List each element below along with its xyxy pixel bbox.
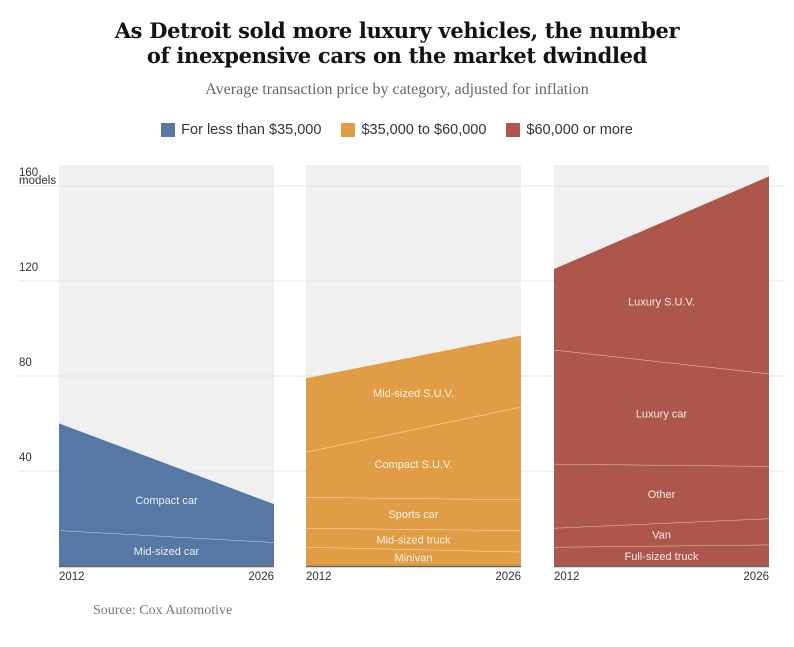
area-luxury-car bbox=[554, 349, 769, 467]
area-sports-car bbox=[306, 497, 521, 531]
chart-title-line-2: of inexpensive cars on the market dwindl… bbox=[146, 43, 648, 68]
area-other bbox=[554, 463, 769, 528]
chart-subtitle: Average transaction price by category, a… bbox=[205, 81, 589, 98]
legend-item-high: $60,000 or more bbox=[506, 122, 633, 138]
x-tick-label-start-panel-1: 2012 bbox=[59, 571, 85, 583]
x-tick-label-start-panel-3: 2012 bbox=[554, 571, 580, 583]
chart-title: As Detroit sold more luxury vehicles, th… bbox=[0, 18, 794, 68]
area-label-mid-sized-car: Mid-sized car bbox=[134, 546, 200, 558]
x-tick-label-end-panel-3: 2026 bbox=[743, 571, 769, 583]
legend-item-low: For less than $35,000 bbox=[161, 122, 321, 138]
area-mid-sized-truck bbox=[306, 528, 521, 552]
x-tick-label-end-panel-1: 2026 bbox=[248, 571, 274, 583]
area-full-sized-truck bbox=[554, 544, 769, 566]
area-label-sports-car: Sports car bbox=[388, 509, 438, 521]
legend-label-low: For less than $35,000 bbox=[181, 122, 322, 138]
legend-swatch-low bbox=[161, 123, 176, 137]
area-label-compact-s-u-v: Compact S.U.V. bbox=[375, 459, 453, 471]
area-label-other: Other bbox=[648, 489, 676, 501]
y-tick-label-120: 120 bbox=[19, 262, 38, 274]
legend-item-mid: $35,000 to $60,000 bbox=[341, 122, 486, 138]
area-label-luxury-car: Luxury car bbox=[636, 408, 688, 420]
area-label-mid-sized-truck: Mid-sized truck bbox=[377, 534, 451, 546]
y-unit-label: models bbox=[19, 175, 56, 187]
area-compact-s-u-v bbox=[306, 406, 521, 500]
chart-title-line-1: As Detroit sold more luxury vehicles, th… bbox=[114, 18, 680, 43]
legend-swatch-mid bbox=[341, 123, 356, 137]
legend-swatch-high bbox=[506, 123, 521, 137]
legend: For less than $35,000 $35,000 to $60,000… bbox=[0, 122, 794, 138]
area-label-van: Van bbox=[652, 530, 671, 542]
y-tick-label-80: 80 bbox=[19, 357, 32, 369]
area-label-minivan: Minivan bbox=[395, 553, 433, 565]
legend-label-high: $60,000 or more bbox=[526, 122, 633, 138]
x-tick-label-end-panel-2: 2026 bbox=[495, 571, 521, 583]
area-luxury-s-u-v bbox=[554, 176, 769, 374]
area-label-compact-car: Compact car bbox=[135, 495, 198, 507]
area-label-mid-sized-s-u-v: Mid-sized S.U.V. bbox=[373, 388, 454, 400]
source-note: Source: Cox Automotive bbox=[93, 603, 233, 618]
area-label-luxury-s-u-v: Luxury S.U.V. bbox=[628, 296, 695, 308]
y-tick-label-160: 160 bbox=[19, 167, 38, 179]
area-compact-car bbox=[59, 423, 274, 543]
x-tick-label-start-panel-2: 2012 bbox=[306, 571, 332, 583]
area-minivan bbox=[306, 547, 521, 566]
y-tick-label-40: 40 bbox=[19, 452, 32, 464]
legend-label-mid: $35,000 to $60,000 bbox=[361, 122, 487, 138]
area-label-full-sized-truck: Full-sized truck bbox=[625, 551, 699, 563]
area-mid-sized-s-u-v bbox=[306, 335, 521, 452]
